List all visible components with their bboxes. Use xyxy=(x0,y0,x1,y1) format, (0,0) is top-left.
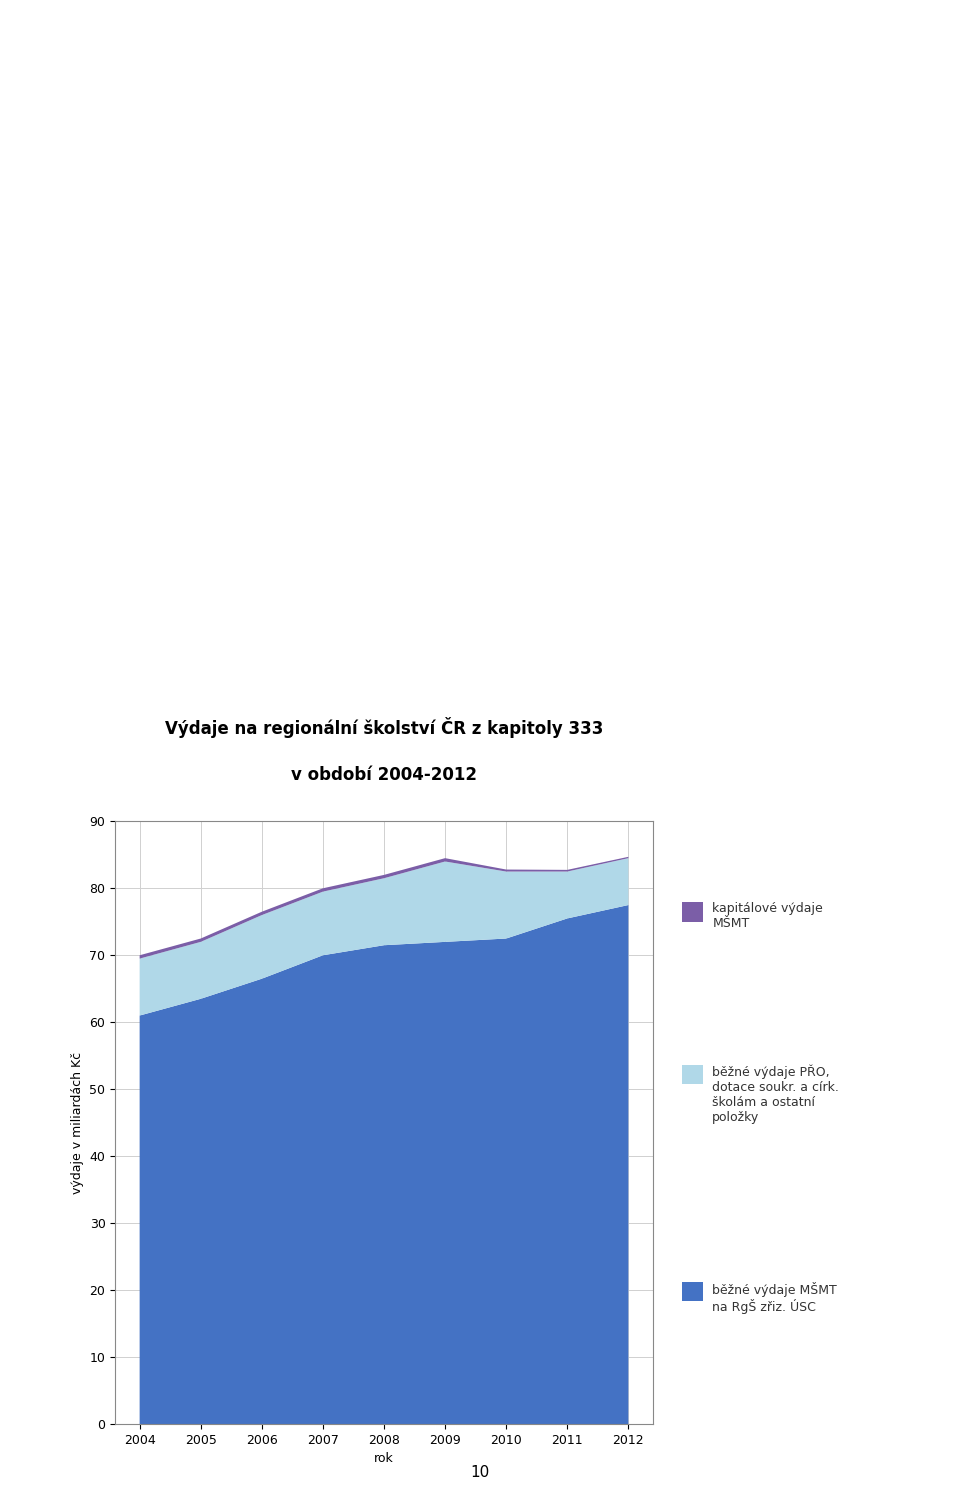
Text: kapitálové výdaje
MŠMT: kapitálové výdaje MŠMT xyxy=(712,901,823,930)
Text: běžné výdaje MŠMT
na RgŠ zřiz. ÚSC: běžné výdaje MŠMT na RgŠ zřiz. ÚSC xyxy=(712,1281,837,1314)
Text: Výdaje na regionální školství ČR z kapitoly 333: Výdaje na regionální školství ČR z kapit… xyxy=(165,717,603,738)
Text: 10: 10 xyxy=(470,1465,490,1480)
X-axis label: rok: rok xyxy=(374,1453,394,1465)
Text: běžné výdaje PŘO,
dotace soukr. a círk.
školám a ostatní
položky: běžné výdaje PŘO, dotace soukr. a círk. … xyxy=(712,1064,839,1124)
Text: v období 2004-2012: v období 2004-2012 xyxy=(291,766,477,784)
Y-axis label: výdaje v miliardách Kč: výdaje v miliardách Kč xyxy=(71,1052,84,1194)
